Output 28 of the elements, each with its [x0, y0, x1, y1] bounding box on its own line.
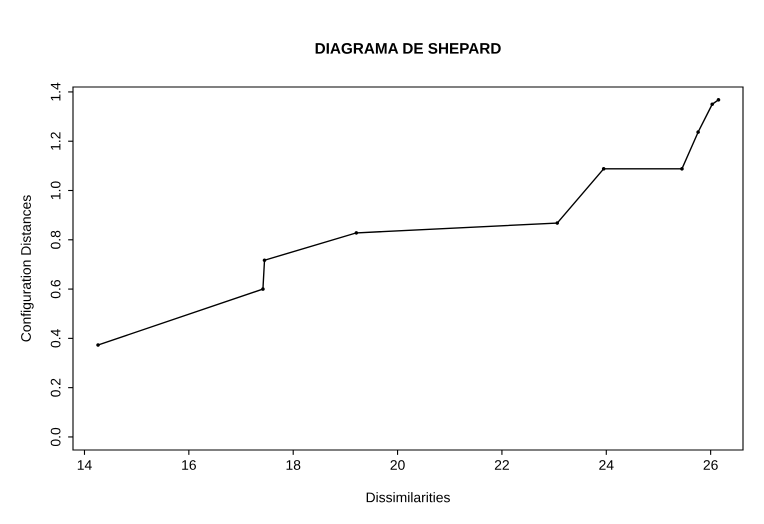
x-tick-label: 14	[78, 460, 92, 470]
y-tick-label: 0.6	[50, 280, 61, 298]
point	[96, 343, 100, 347]
y-axis-title: Configuration Distances	[20, 195, 34, 342]
x-tick-label: 20	[390, 460, 405, 470]
point	[262, 258, 266, 262]
x-axis-title: Dissimilarities	[366, 492, 450, 502]
point	[716, 98, 720, 102]
point	[710, 102, 714, 106]
point	[555, 221, 560, 225]
y-tick-label: 0.0	[50, 428, 61, 446]
y-tick-label: 1.0	[50, 181, 61, 200]
chart-title: DIAGRAMA DE SHEPARD	[316, 43, 501, 54]
point	[696, 130, 700, 134]
x-tick-label: 24	[599, 460, 614, 470]
x-tick-label: 26	[704, 460, 718, 470]
y-tick-label: 1.2	[50, 132, 60, 150]
point	[261, 287, 265, 291]
y-tick-label: 0.4	[50, 329, 61, 348]
y-tick-label: 0.2	[50, 378, 61, 397]
point	[602, 167, 606, 171]
x-tick-label: 22	[494, 460, 509, 470]
y-tick-label: 0.8	[50, 230, 61, 249]
x-tick-label: 16	[182, 460, 196, 470]
point	[354, 231, 358, 235]
point	[680, 167, 684, 171]
x-tick-label: 18	[286, 460, 300, 470]
y-tick-label: 1.4	[50, 82, 60, 101]
